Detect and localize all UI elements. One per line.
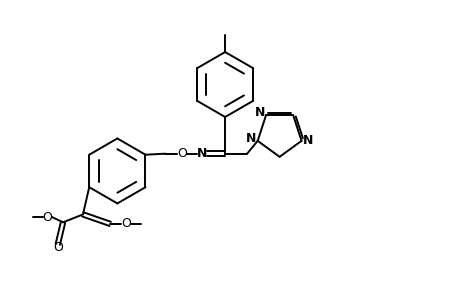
- Text: O: O: [121, 218, 130, 230]
- Text: N: N: [196, 147, 207, 160]
- Text: N: N: [254, 106, 264, 119]
- Text: N: N: [245, 132, 256, 145]
- Text: O: O: [42, 211, 52, 224]
- Text: N: N: [302, 134, 313, 147]
- Text: O: O: [177, 147, 187, 160]
- Text: O: O: [53, 242, 62, 254]
